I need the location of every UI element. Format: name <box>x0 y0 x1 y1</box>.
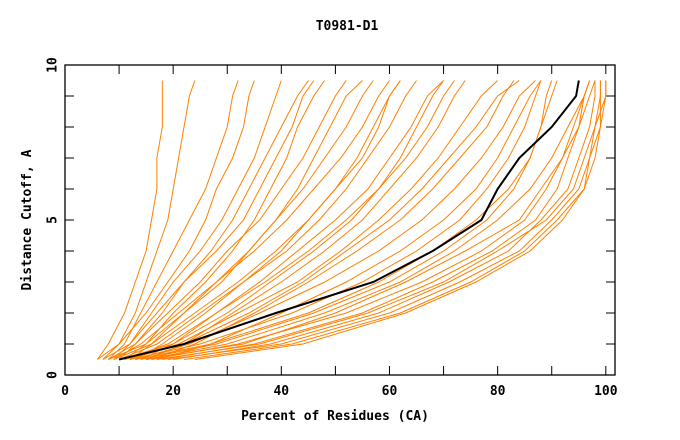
model-series-line <box>135 80 536 360</box>
model-series-line <box>156 80 601 360</box>
model-series-line <box>140 80 553 360</box>
model-series-line <box>146 80 596 360</box>
model-series-line <box>129 80 498 360</box>
model-series-line <box>113 80 282 360</box>
model-series-line <box>124 80 520 360</box>
x-tick-label: 100 <box>594 384 618 399</box>
model-series-line <box>108 80 374 360</box>
model-series-line <box>107 80 239 360</box>
model-series-line <box>140 80 444 360</box>
model-series-line <box>194 80 601 360</box>
model-series-line <box>124 80 326 360</box>
model-series-line <box>183 80 607 360</box>
model-series-line <box>96 80 163 360</box>
x-tick-label: 20 <box>165 384 181 399</box>
x-tick-label: 40 <box>273 384 289 399</box>
model-series-line <box>162 80 591 360</box>
model-series-line <box>156 80 542 360</box>
x-tick-label: 60 <box>382 384 398 399</box>
model-series-line <box>135 80 558 360</box>
model-series-line <box>145 80 466 360</box>
model-series-line <box>102 80 315 360</box>
model-series-line <box>124 80 455 360</box>
model-series-line <box>118 80 417 360</box>
y-tick-label: 10 <box>46 57 61 73</box>
model-series-line <box>129 80 542 360</box>
model-series-line <box>102 80 196 360</box>
highlight-series-line <box>118 80 580 361</box>
model-series-line <box>151 80 515 360</box>
model-series-line <box>118 80 309 360</box>
y-axis-label: Distance Cutoff, A <box>20 149 35 290</box>
x-axis-label: Percent of Residues (CA) <box>241 409 429 424</box>
model-series-line <box>151 80 591 360</box>
plot-frame <box>64 64 616 376</box>
model-series-line <box>108 80 347 360</box>
model-series-line <box>118 80 445 360</box>
chart-title: T0981-D1 <box>316 19 379 34</box>
y-tick-label: 5 <box>46 216 61 224</box>
model-series-line <box>135 80 401 360</box>
model-series-line <box>146 80 591 360</box>
model-series-line <box>167 80 607 360</box>
y-tick-label: 0 <box>46 371 61 379</box>
model-series-line <box>173 80 596 360</box>
model-series-line <box>97 80 255 360</box>
x-tick-label: 0 <box>61 384 69 399</box>
model-series-line <box>113 80 401 360</box>
x-tick-label: 80 <box>490 384 506 399</box>
model-series-line <box>113 80 390 360</box>
